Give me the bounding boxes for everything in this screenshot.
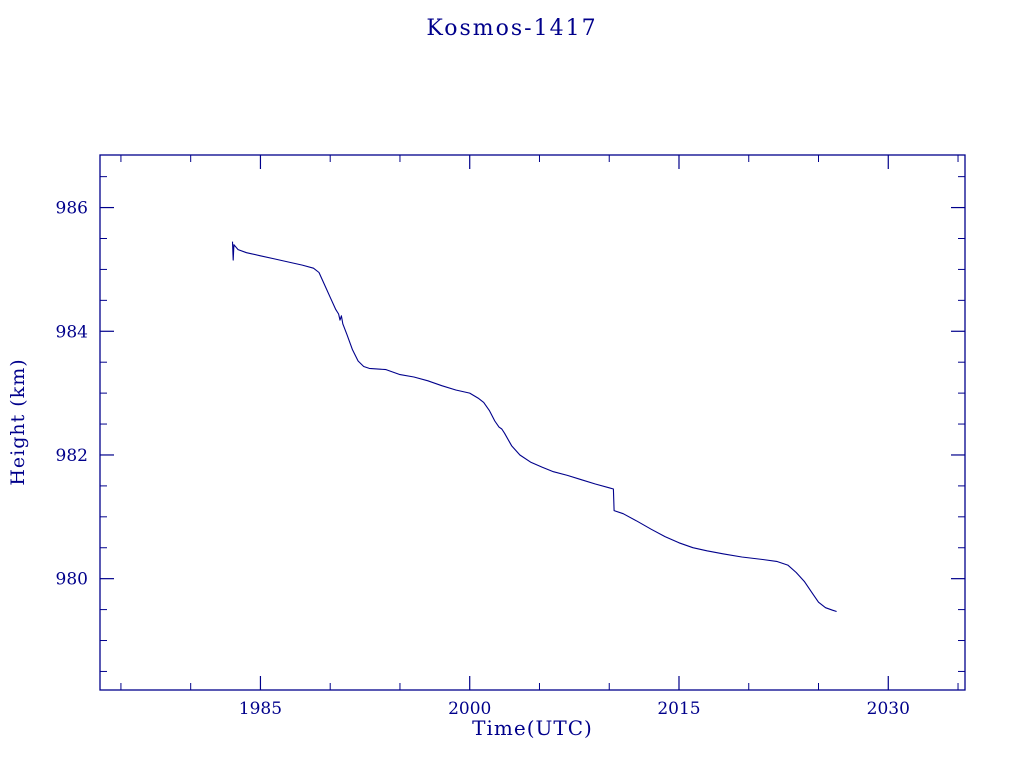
- y-tick-label: 980: [56, 570, 88, 590]
- x-tick-label: 2015: [657, 699, 700, 719]
- x-tick-label: 2030: [867, 699, 910, 719]
- y-tick-label: 982: [56, 446, 88, 466]
- chart-title: Kosmos-1417: [426, 16, 598, 41]
- y-tick-label: 986: [56, 199, 88, 219]
- plot-frame: [99, 154, 966, 691]
- x-axis-label: Time(UTC): [472, 716, 593, 740]
- height-data-line: [231, 241, 837, 613]
- y-tick-label: 984: [56, 322, 88, 342]
- x-tick-label: 1985: [239, 699, 282, 719]
- x-tick-label: 2000: [448, 699, 491, 719]
